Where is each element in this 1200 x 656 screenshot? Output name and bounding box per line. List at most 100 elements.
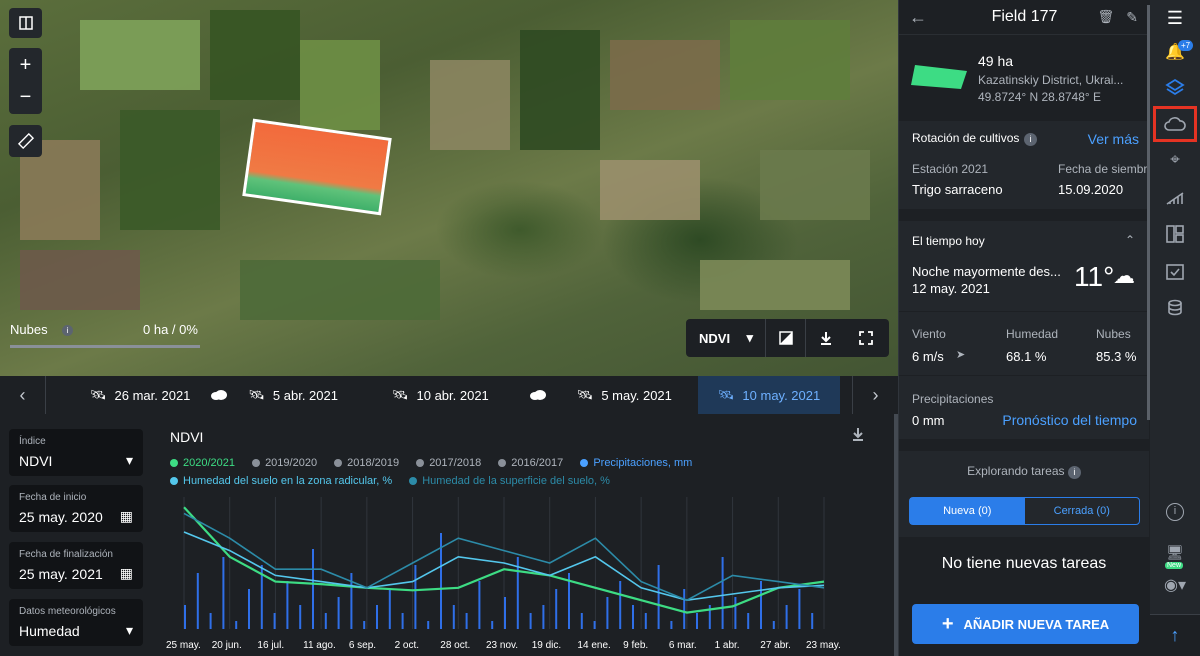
legend-item[interactable]: Precipitaciones, mm	[580, 454, 692, 472]
info-button[interactable]: i	[1150, 494, 1200, 530]
new-badge: New	[1165, 562, 1184, 569]
legend-item[interactable]: 2020/2021	[170, 454, 235, 472]
add-task-button[interactable]: + AÑADIR NUEVA TAREA	[912, 604, 1139, 644]
precipitation-bar	[529, 613, 532, 629]
map-field	[610, 40, 720, 110]
panel-scrollbar[interactable]	[1147, 5, 1150, 420]
map-field	[120, 110, 220, 230]
scrollbar[interactable]	[894, 414, 898, 656]
analytics-button[interactable]	[1150, 180, 1200, 216]
chart-plot[interactable]	[176, 497, 876, 637]
precipitation-bar	[376, 605, 378, 629]
legend-item[interactable]: Humedad de la superficie del suelo, %	[409, 472, 610, 490]
info-icon[interactable]: i	[1067, 466, 1081, 479]
dashboard-button[interactable]	[1150, 216, 1200, 252]
tasks-title: Explorando tareas	[967, 464, 1065, 478]
weather-button[interactable]	[1153, 106, 1197, 142]
precipitation-bar	[593, 621, 596, 629]
satellite-icon: 🛰	[717, 387, 735, 402]
legend-item[interactable]: 2019/2020	[252, 454, 317, 472]
chart-filters: Índice NDVI ▾ Fecha de inicio 25 may. 202…	[0, 414, 156, 656]
x-tick-label: 1 abr.	[714, 640, 740, 651]
field-summary: 49 ha Kazatinskiy District, Ukrai... 49.…	[899, 35, 1149, 120]
trash-icon[interactable]: 🗑	[1097, 9, 1114, 24]
back-arrow-icon[interactable]: ←	[909, 6, 927, 27]
forecast-link[interactable]: Pronóstico del tiempo	[1002, 412, 1137, 428]
legend-item[interactable]: 2017/2018	[416, 454, 481, 472]
notifications-button[interactable]: 🔔 +7	[1150, 34, 1200, 70]
download-icon[interactable]	[850, 426, 866, 442]
field-value: Humedad	[19, 622, 80, 639]
cloud-icon	[1164, 117, 1186, 131]
ndvi-field-overlay[interactable]	[242, 118, 392, 216]
precipitation-bar	[184, 605, 186, 629]
tasks-button[interactable]	[1150, 253, 1200, 289]
field-label: Índice	[19, 436, 46, 447]
satellite-icon: 🛰	[391, 387, 409, 402]
legend-item[interactable]: Humedad del suelo en la zona radicular, …	[170, 472, 392, 490]
tasks-card: Explorando tareas i Nueva (0) Cerrada (0…	[899, 451, 1149, 537]
timeline-date[interactable]: 🛰 5 abr. 2021	[236, 376, 350, 414]
field-label: Fecha de finalización	[19, 549, 113, 560]
layers-button[interactable]	[1150, 70, 1200, 106]
satellite-map[interactable]: + − Nubes i 0 ha / 0% NDVI ▾	[0, 0, 898, 376]
timeline-date-active[interactable]: 🛰 10 may. 2021	[697, 376, 841, 414]
start-date-field[interactable]: Fecha de inicio 25 may. 2020 ▦	[9, 485, 143, 532]
timeline-date[interactable]: 🛰 26 mar. 2021	[78, 376, 202, 414]
tab-new[interactable]: Nueva (0)	[910, 498, 1025, 524]
map-field	[20, 250, 140, 310]
timeline-date-label: 10 may. 2021	[742, 387, 821, 403]
fullscreen-button[interactable]	[846, 319, 886, 357]
satellite-icon: 🛰	[90, 387, 107, 402]
info-icon[interactable]: i	[1024, 133, 1037, 146]
menu-button[interactable]: ☰	[1150, 0, 1200, 36]
see-more-link[interactable]: Ver más	[1087, 131, 1139, 147]
precipitation-bar	[363, 621, 366, 629]
legend-item[interactable]: 2016/2017	[498, 454, 563, 472]
end-date-field[interactable]: Fecha de finalización 25 may. 2021 ▦	[9, 542, 143, 589]
ruler-button[interactable]	[9, 125, 42, 157]
storage-button[interactable]	[1150, 290, 1200, 326]
toggle-panel-button[interactable]	[9, 8, 42, 38]
precipitation-bar	[299, 605, 302, 629]
download-button[interactable]	[806, 319, 846, 357]
timeline-next-button[interactable]: ›	[852, 376, 898, 414]
timeline-date[interactable]: 🛰 10 abr. 2021	[380, 376, 501, 414]
location-button[interactable]: ⌖	[1150, 142, 1200, 178]
precipitation-bar	[644, 613, 647, 629]
chevron-up-icon[interactable]: ⌃	[1124, 233, 1135, 247]
map-field	[80, 20, 200, 90]
tutorial-button[interactable]: 🖥 New	[1150, 534, 1200, 570]
index-dropdown[interactable]: Índice NDVI ▾	[9, 429, 143, 476]
image-compare-button[interactable]	[766, 319, 806, 357]
ruler-icon	[17, 133, 34, 149]
zoom-in-button[interactable]: +	[19, 53, 32, 76]
scroll-top-button[interactable]: ↑	[1150, 614, 1200, 656]
clouds-slider[interactable]	[10, 345, 200, 348]
x-tick-label: 27 abr.	[760, 640, 791, 651]
timeline-date[interactable]: 🛰 5 may. 2021	[565, 376, 684, 414]
timeline-prev-button[interactable]: ‹	[0, 376, 46, 414]
zoom-out-button[interactable]: −	[19, 85, 32, 108]
x-tick-label: 9 feb.	[623, 640, 649, 651]
edit-icon[interactable]: ✎	[1126, 8, 1138, 25]
signal-chart-icon	[1166, 192, 1184, 205]
precipitation-bar	[248, 589, 250, 629]
account-button[interactable]: ◉▾	[1150, 567, 1200, 603]
meteo-dropdown[interactable]: Datos meteorológicos Humedad ▾	[9, 599, 143, 646]
precipitation-bar	[414, 565, 417, 629]
info-icon[interactable]: i	[62, 325, 73, 336]
calendar-icon[interactable]: ▦	[119, 565, 133, 581]
chevron-down-icon: ▾	[125, 452, 133, 468]
precipitation-bar	[734, 597, 737, 629]
legend-item[interactable]: 2018/2019	[334, 454, 399, 472]
field-label: Datos meteorológicos	[19, 606, 116, 617]
tab-closed[interactable]: Cerrada (0)	[1053, 505, 1110, 517]
precipitation-bar	[401, 613, 404, 629]
index-select[interactable]: NDVI ▾	[686, 319, 766, 357]
clouds-value: 0 ha / 0%	[143, 322, 198, 337]
humidity-label: Humedad	[1006, 327, 1059, 341]
precipitation-bar	[235, 621, 238, 629]
calendar-icon[interactable]: ▦	[119, 508, 133, 524]
precipitation-bar	[708, 605, 711, 629]
